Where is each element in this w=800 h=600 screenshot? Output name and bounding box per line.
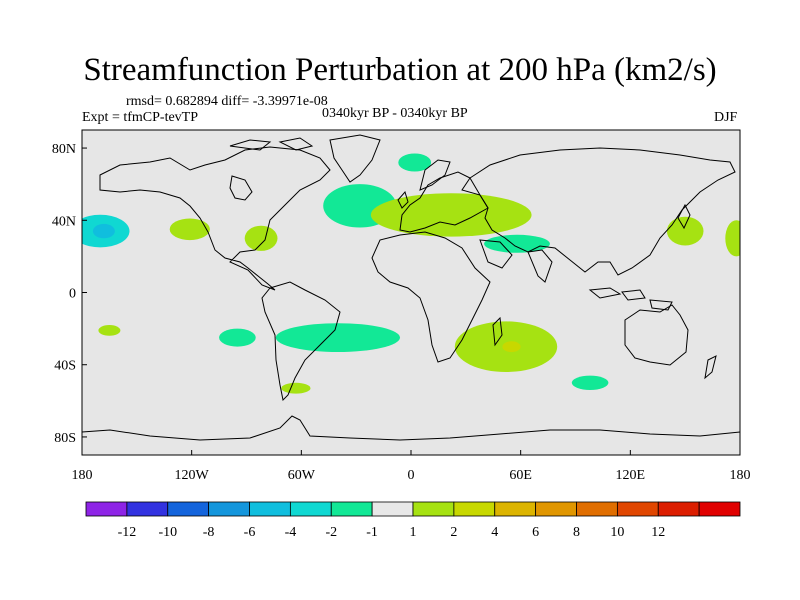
y-tick-label: 80N: [52, 142, 76, 157]
coastline-hudson-bay: [229, 175, 253, 201]
coastline-india: [527, 249, 553, 283]
anomaly-south-america-south-atlantic: [275, 323, 400, 352]
anomaly-central-north-pacific-core: [92, 223, 115, 239]
colorbar-label: -1: [366, 525, 378, 540]
x-axis: 180 120W 60W 0 60E 120E 180: [72, 450, 751, 483]
colorbar-label: 4: [491, 525, 498, 540]
stats-text: rmsd= 0.682894 diff= -3.39971e-08: [126, 94, 328, 109]
colorbar-swatch: [167, 501, 210, 517]
coastline-britain: [397, 190, 409, 209]
coastline-asia: [469, 147, 736, 276]
colorbar-label: 1: [410, 525, 417, 540]
figure-title: Streamfunction Perturbation at 200 hPa (…: [83, 52, 717, 88]
colorbar-swatch: [535, 501, 577, 517]
anomaly-arabian-sea-south-asia: [484, 234, 550, 253]
coastline-greenland: [329, 134, 381, 183]
anomaly-greenland-sea: [398, 153, 432, 172]
colorbar-swatch: [126, 501, 169, 517]
colorbar-label: -6: [244, 525, 256, 540]
colorbar-swatch: [576, 501, 618, 517]
colorbar-label: -10: [158, 525, 177, 540]
coastline-north-america: [99, 146, 331, 291]
anomaly-east-pacific-subtropics: [169, 218, 210, 241]
colorbar-label: 2: [450, 525, 457, 540]
map-background: [82, 130, 740, 455]
coastline-arctic-islands: [229, 137, 314, 151]
coastline-europe: [399, 171, 489, 233]
anomaly-southeast-pacific: [219, 328, 256, 347]
coastline-japan: [677, 203, 691, 230]
coastline-africa: [371, 231, 491, 363]
y-tick-label: 40S: [54, 359, 76, 374]
colorbar-swatch: [453, 501, 496, 517]
x-tick-label: 120E: [616, 468, 646, 483]
coastline-scandinavia: [419, 159, 451, 191]
colorbar-label: 6: [532, 525, 539, 540]
x-tick-label: 120W: [175, 468, 210, 483]
coastline-layer: [82, 134, 740, 441]
experiment-text: Expt = tfmCP-tevTP: [82, 110, 199, 125]
colorbar-swatch: [698, 501, 741, 517]
anomaly-europe-to-middle-east: [370, 193, 532, 237]
y-tick-label: 80S: [54, 431, 76, 446]
y-axis: 80N 40N 0 40S 80S: [52, 142, 87, 446]
colorbar-swatch: [616, 501, 659, 517]
colorbar-swatch: [494, 501, 537, 517]
coastline-antarctica: [82, 415, 740, 441]
coastline-madagascar: [492, 316, 503, 347]
y-tick-label: 0: [69, 287, 76, 302]
x-tick-label: 60W: [288, 468, 316, 483]
coastline-new-zealand: [704, 355, 717, 380]
colorbar-swatch: [85, 501, 128, 517]
coastline-arabia: [479, 239, 513, 269]
colorbar-swatch: [371, 501, 414, 517]
anomaly-southwest-pacific: [98, 325, 121, 336]
colorbar: -12 -10 -8 -6 -4 -2 -1 1 2 4 6 8 10 12: [85, 501, 741, 540]
anomaly-central-pacific-near-dateline: [725, 220, 740, 257]
anomaly-western-pacific-subtropics: [666, 216, 704, 246]
colorbar-label: -4: [285, 525, 297, 540]
colorbar-label: -12: [118, 525, 137, 540]
x-tick-label: 0: [408, 468, 415, 483]
colorbar-label: 10: [610, 525, 624, 540]
anomaly-southern-indian-ocean: [571, 375, 609, 390]
colorbar-swatch: [657, 501, 700, 517]
anomaly-southeast-us: [244, 225, 278, 251]
x-tick-label: 180: [730, 468, 751, 483]
colorbar-swatch: [289, 501, 332, 517]
colorbar-swatch: [249, 501, 291, 517]
y-tick-label: 40N: [52, 214, 76, 229]
colorbar-label: -8: [203, 525, 215, 540]
season-label: DJF: [714, 110, 738, 125]
x-tick-label: 180: [72, 468, 93, 483]
colorbar-swatch: [208, 501, 250, 517]
colorbar-label: 12: [651, 525, 665, 540]
x-tick-label: 60E: [509, 468, 532, 483]
colorbar-swatch: [412, 501, 455, 517]
colorbar-swatch: [330, 501, 373, 517]
anomaly-southwest-indian-ocean-core: [502, 341, 521, 353]
period-text: 0340kyr BP - 0340kyr BP: [322, 106, 468, 121]
colorbar-label: 8: [573, 525, 580, 540]
colorbar-label: -2: [325, 525, 337, 540]
coastline-australia: [624, 304, 689, 366]
anomaly-patagonia: [281, 382, 311, 394]
coastline-indonesia: [588, 287, 673, 311]
coastline-south-america: [261, 281, 341, 402]
